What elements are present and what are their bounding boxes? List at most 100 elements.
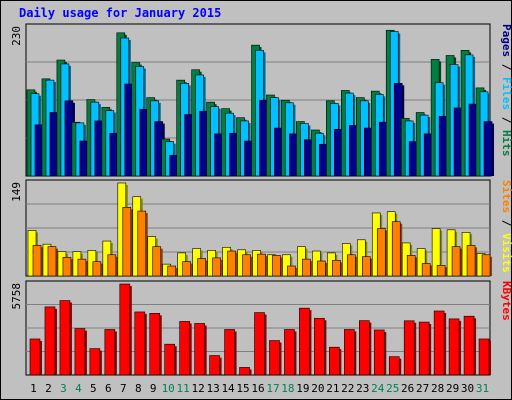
bar-face xyxy=(182,261,191,277)
bar-face xyxy=(197,258,206,277)
bar-kbytes-24 xyxy=(373,329,387,376)
bar-side xyxy=(265,256,268,276)
bar-face xyxy=(167,265,177,277)
bar-face xyxy=(466,245,476,277)
bar-side xyxy=(324,320,327,375)
bar-side xyxy=(354,331,357,375)
bar-side xyxy=(204,325,207,375)
x-tick-label: 23 xyxy=(356,382,369,395)
bar-face xyxy=(433,310,445,376)
series-legend: KBytes xyxy=(500,281,512,321)
bar-sites-5 xyxy=(92,261,103,277)
bar-sites-15 xyxy=(242,254,253,277)
bar-face xyxy=(92,261,102,277)
bar-face xyxy=(481,254,491,277)
bar-side xyxy=(492,123,495,176)
bar-kbytes-2 xyxy=(44,306,57,376)
bar-face xyxy=(344,329,355,376)
bar-side xyxy=(220,259,223,276)
bar-kbytes-22 xyxy=(344,329,357,376)
bar-face xyxy=(224,329,235,376)
bar-face xyxy=(299,307,310,376)
bar-side xyxy=(444,312,447,375)
bar-face xyxy=(209,355,220,376)
bar-side xyxy=(400,223,403,276)
bar-side xyxy=(55,248,58,276)
bar-face xyxy=(478,338,490,376)
x-tick-label: 15 xyxy=(236,382,249,395)
bar-face xyxy=(416,248,426,277)
bar-side xyxy=(189,323,192,375)
bar-side xyxy=(325,263,328,276)
bar-side xyxy=(175,268,178,276)
bar-side xyxy=(41,247,43,276)
series-legend: Pages / Files / Hits xyxy=(500,24,512,157)
bar-face xyxy=(314,317,325,376)
bar-side xyxy=(69,302,72,375)
bar-kbytes-31 xyxy=(478,338,492,376)
bar-sites-18 xyxy=(287,265,298,277)
bar-side xyxy=(294,331,297,375)
bar-kbytes-6 xyxy=(104,329,117,376)
bar-side xyxy=(85,261,88,276)
x-tick-label: 10 xyxy=(162,382,175,395)
x-tick-label: 26 xyxy=(401,382,414,395)
bar-side xyxy=(145,213,148,276)
bar-sites-4 xyxy=(77,258,88,277)
x-tick-label: 17 xyxy=(266,382,279,395)
bar-side xyxy=(54,308,57,375)
bar-side xyxy=(114,331,117,375)
bar-face xyxy=(406,255,416,277)
bar-side xyxy=(190,263,193,276)
bar-face xyxy=(329,346,340,376)
bar-kbytes-16 xyxy=(254,312,267,376)
bar-side xyxy=(385,230,388,276)
bar-side xyxy=(370,258,373,276)
bar-face xyxy=(436,265,446,277)
bar-kbytes-12 xyxy=(194,323,207,376)
bar-side xyxy=(474,318,477,375)
bar-side xyxy=(130,209,133,276)
bar-kbytes-19 xyxy=(299,307,312,376)
bar-sites-12 xyxy=(197,258,208,277)
x-tick-label: 1 xyxy=(30,382,37,395)
bar-sites-21 xyxy=(332,260,343,277)
bar-face xyxy=(164,343,176,376)
bar-kbytes-13 xyxy=(209,355,222,376)
bar-face xyxy=(451,246,461,277)
bar-sites-13 xyxy=(212,257,223,277)
bar-face xyxy=(122,207,132,277)
bar-face xyxy=(332,260,341,277)
series-legend: Sites / Visits xyxy=(500,180,512,273)
bar-sites-24 xyxy=(376,228,388,277)
bar-face xyxy=(376,228,386,277)
bar-sites-3 xyxy=(62,256,73,277)
bar-side xyxy=(399,358,402,375)
bar-face xyxy=(179,321,190,376)
legend-sites: Sites xyxy=(500,180,512,213)
x-tick-label: 30 xyxy=(461,382,474,395)
bar-face xyxy=(194,323,205,376)
x-tick-label: 18 xyxy=(281,382,294,395)
bar-face xyxy=(62,256,72,277)
bar-side xyxy=(310,261,313,276)
bar-face xyxy=(403,320,415,376)
bar-side xyxy=(355,256,358,276)
chart-title: Daily usage for January 2015 xyxy=(19,6,221,20)
bar-sites-23 xyxy=(361,256,373,277)
bar-side xyxy=(309,310,312,375)
y-axis-max-label: 5758 xyxy=(10,283,23,310)
bar-face xyxy=(104,329,116,376)
bar-side xyxy=(84,330,87,375)
bar-face xyxy=(269,340,280,376)
bar-side xyxy=(414,322,417,375)
bar-face xyxy=(77,258,87,277)
panel-visits-sites: 149 Sites / Visits xyxy=(10,179,512,277)
bar-face xyxy=(431,228,441,277)
bar-face xyxy=(137,210,147,277)
bar-face xyxy=(254,312,265,376)
x-tick-label: 4 xyxy=(75,382,82,395)
bar-kbytes-11 xyxy=(179,321,192,376)
x-tick-label: 3 xyxy=(60,382,67,395)
